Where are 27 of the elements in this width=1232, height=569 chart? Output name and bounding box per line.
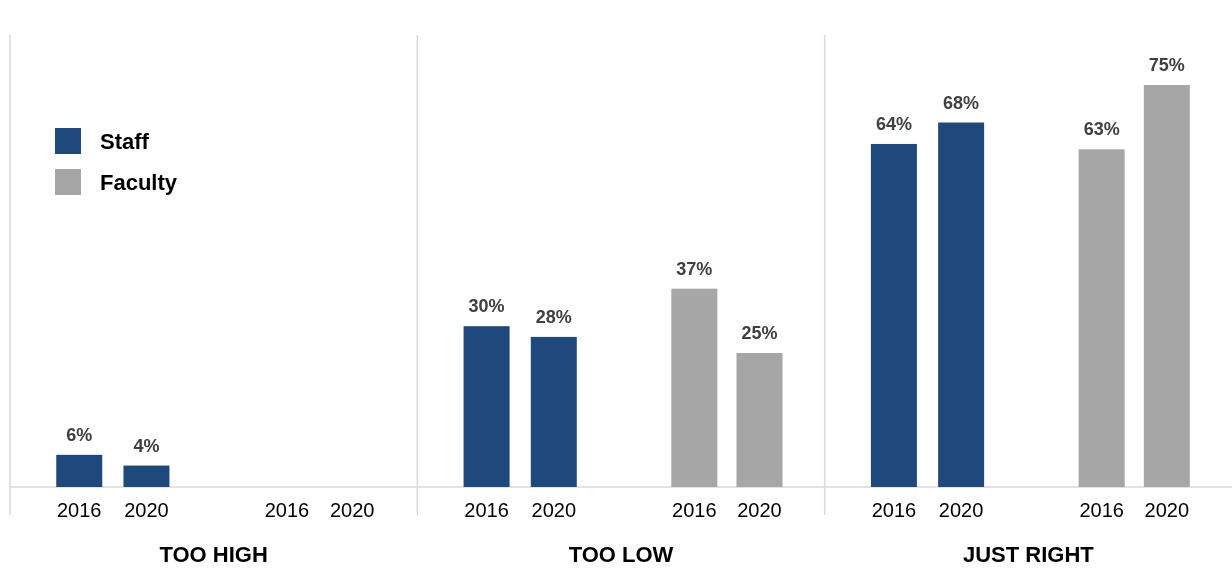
- x-tick-label: 2020: [329, 499, 375, 521]
- text: TOO LOW: [568, 542, 674, 567]
- data-label: 75%: [1148, 55, 1185, 75]
- legend-label: Faculty: [100, 170, 178, 195]
- data-label: 68%: [943, 92, 980, 113]
- data-label: 6%: [66, 424, 93, 445]
- x-tick-label: 2016: [1079, 499, 1124, 521]
- x-tick-label: 2016: [672, 499, 717, 521]
- data-label: 64%: [875, 113, 912, 134]
- text: TOO HIGH: [159, 542, 268, 567]
- data-label: 28%: [535, 306, 572, 327]
- x-tick-label: 2020: [1144, 499, 1190, 521]
- x-tick-label: 2020: [531, 499, 577, 521]
- x-tick-label: 2020: [124, 499, 169, 521]
- x-tick-label: 2020: [737, 499, 782, 521]
- text: JUST RIGHT: [962, 542, 1095, 567]
- x-tick-label: 2016: [57, 499, 102, 521]
- data-label: 63%: [1083, 119, 1120, 140]
- x-tick-label: 2020: [938, 499, 984, 521]
- x-tick-label: 2016: [871, 499, 917, 521]
- data-label: 37%: [676, 258, 713, 279]
- data-label: 4%: [133, 435, 160, 456]
- legend-label: Staff: [100, 129, 150, 154]
- x-tick-label: 2016: [264, 499, 310, 521]
- data-label: 25%: [741, 323, 778, 343]
- x-tick-label: 2016: [464, 499, 509, 521]
- data-label: 30%: [468, 296, 505, 317]
